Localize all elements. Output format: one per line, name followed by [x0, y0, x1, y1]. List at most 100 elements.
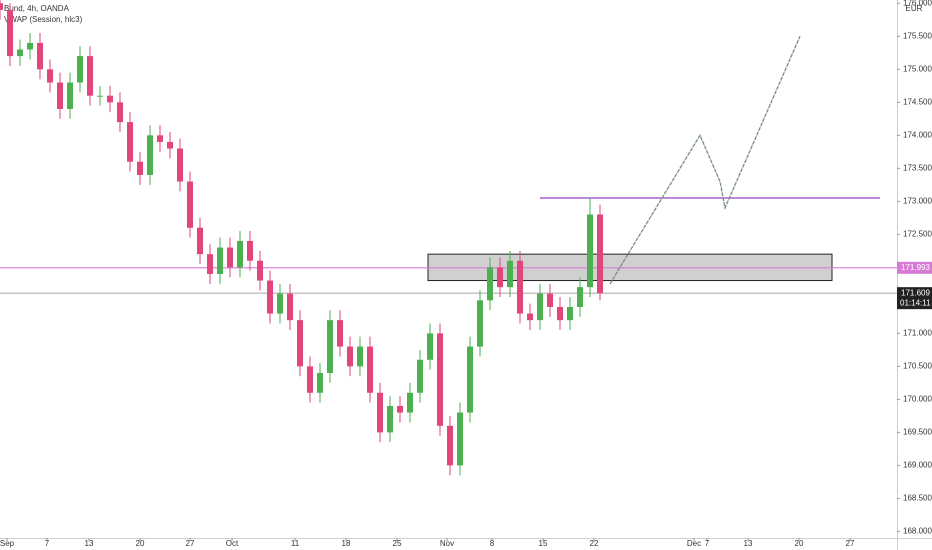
candle-body	[277, 293, 283, 314]
last-price-label: 171.609	[901, 288, 930, 297]
x-tick-label: 11	[291, 539, 300, 548]
candle-body	[557, 306, 563, 321]
candle-body	[167, 141, 173, 149]
candle-body	[317, 372, 323, 393]
x-tick-label: 13	[744, 539, 753, 548]
chart-title: Bund, 4h, OANDA	[4, 4, 70, 13]
candle-body	[47, 69, 53, 83]
x-tick-label: 7	[45, 539, 50, 548]
candle-body	[387, 405, 393, 433]
candle-body	[487, 267, 493, 301]
candle-body	[327, 320, 333, 373]
candle-body	[37, 42, 43, 70]
candle-body	[437, 333, 443, 426]
x-tick-label: 15	[539, 539, 548, 548]
candle-body	[577, 287, 583, 307]
y-tick-label: 174.000	[903, 130, 932, 139]
candle-body	[147, 135, 153, 175]
candle-body	[97, 95, 103, 97]
candle-body	[177, 148, 183, 182]
y-tick-label: 176.000	[903, 0, 932, 7]
candle-body	[367, 346, 373, 393]
x-tick-label: 20	[136, 539, 145, 548]
candle-body	[57, 82, 63, 109]
candle-body	[267, 280, 273, 314]
candle-body	[197, 227, 203, 255]
candle-body	[447, 425, 453, 466]
candle-body	[507, 260, 513, 288]
x-tick-label: Oct	[226, 539, 239, 548]
y-tick-label: 168.500	[903, 494, 932, 503]
candle-body	[407, 392, 413, 413]
candle-body	[107, 95, 113, 103]
indicator-label: VWAP (Session, hlc3)	[4, 15, 83, 24]
candle-body	[287, 293, 293, 321]
candle-body	[337, 320, 343, 347]
candle-body	[547, 293, 553, 307]
candle-body	[477, 300, 483, 347]
candle-body	[247, 240, 253, 261]
candle-body	[587, 214, 593, 288]
candle-body	[67, 82, 73, 109]
y-tick-label: 168.000	[903, 527, 932, 536]
y-tick-label: 171.000	[903, 328, 932, 337]
x-tick-label: 20	[795, 539, 804, 548]
candle-body	[377, 392, 383, 433]
candle-body	[467, 346, 473, 413]
candle-body	[207, 254, 213, 274]
candle-body	[7, 9, 13, 57]
candle-body	[307, 366, 313, 393]
candle-body	[157, 135, 163, 142]
candle-body	[27, 42, 33, 50]
candle-body	[427, 333, 433, 360]
x-tick-label: Sep	[0, 539, 15, 548]
x-tick-label: 13	[85, 539, 94, 548]
candle-body	[0, 3, 3, 10]
candle-body	[237, 240, 243, 268]
candle-body	[347, 346, 353, 367]
candle-body	[297, 320, 303, 367]
y-tick-label: 170.500	[903, 361, 932, 370]
x-tick-label: 8	[490, 539, 495, 548]
candle-body	[137, 161, 143, 175]
candle-body	[17, 49, 23, 57]
candle-body	[537, 293, 543, 321]
last-price-badge	[897, 287, 932, 310]
currency-label: EUR	[906, 4, 923, 13]
y-tick-label: 170.000	[903, 394, 932, 403]
x-tick-label: 7	[705, 539, 710, 548]
candle-body	[457, 412, 463, 466]
x-tick-label: Dec	[687, 539, 701, 548]
candle-body	[497, 267, 503, 288]
countdown-label: 01:14:11	[900, 298, 931, 307]
candle-body	[257, 260, 263, 281]
candle-body	[87, 56, 93, 96]
x-tick-label: 27	[846, 539, 855, 548]
candle-body	[217, 247, 223, 274]
candle-body	[517, 260, 523, 314]
y-tick-label: 172.500	[903, 229, 932, 238]
candle-body	[227, 247, 233, 268]
candle-body	[77, 56, 83, 83]
candle-body	[597, 214, 603, 294]
y-tick-label: 173.500	[903, 163, 932, 172]
y-tick-label: 173.000	[903, 196, 932, 205]
candle-body	[117, 102, 123, 123]
x-tick-label: 22	[590, 539, 599, 548]
y-tick-label: 175.000	[903, 64, 932, 73]
y-tick-label: 169.000	[903, 460, 932, 469]
vwap-badge	[897, 261, 932, 274]
x-tick-label: 27	[186, 539, 195, 548]
candle-body	[357, 346, 363, 367]
candle-body	[417, 359, 423, 393]
x-tick-label: Nov	[440, 539, 454, 548]
projection-path	[609, 36, 801, 285]
y-tick-label: 169.500	[903, 427, 932, 436]
x-tick-label: 25	[393, 539, 402, 548]
x-tick-label: 18	[342, 539, 351, 548]
vwap-label: 171.993	[901, 263, 930, 272]
y-tick-label: 175.500	[903, 31, 932, 40]
candle-body	[127, 122, 133, 162]
